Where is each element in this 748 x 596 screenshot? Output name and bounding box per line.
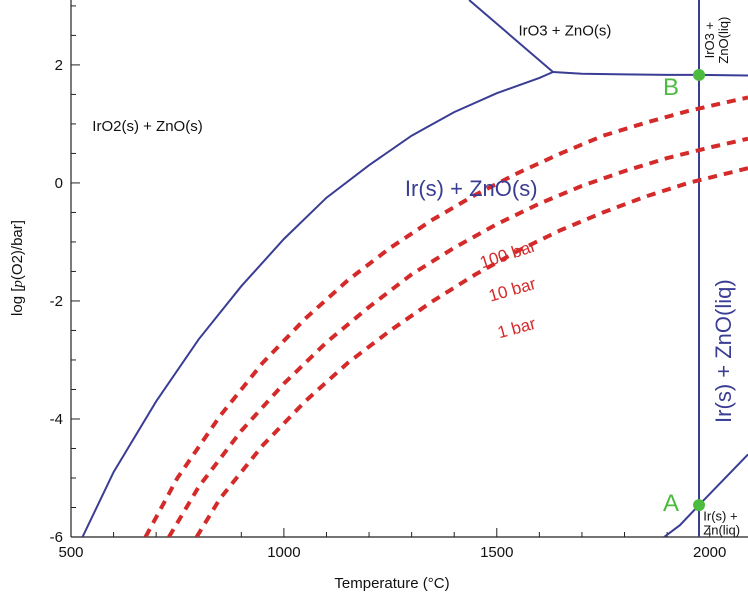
region-label: IrO3 + ZnO(s) — [518, 22, 611, 39]
y-tick-label: -4 — [50, 411, 63, 428]
stacked-region-label: IrO3 + ZnO(liq) — [702, 17, 731, 64]
invariant-point-label: B — [663, 74, 679, 101]
isobar-label: 10 bar — [487, 274, 539, 306]
y-tick-label: -6 — [50, 529, 63, 546]
phase-boundary-line — [81, 71, 554, 537]
stacked-label-line: ZnO(liq) — [716, 17, 731, 64]
x-tick-label: 500 — [58, 544, 83, 561]
stacked-label-line: IrO3 + — [702, 22, 717, 59]
x-tick-label: 1500 — [480, 544, 513, 561]
tick-labels: 500 1000 1500 2000 2 0 -2 -4 -6 — [50, 57, 727, 561]
invariant-point-label: A — [663, 490, 679, 517]
stacked-region-label: Ir(s) +Zn(liq) — [703, 508, 740, 537]
plot-frame — [70, 0, 748, 538]
tick-marks — [70, 5, 711, 538]
phase-boundary-line — [552, 71, 748, 77]
pressure-isobar-line — [167, 136, 748, 537]
stacked-label-line: Zn(liq) — [703, 522, 740, 537]
pressure-isobar-line — [143, 95, 748, 537]
y-tick-label: 0 — [55, 175, 63, 192]
x-tick-label: 1000 — [267, 544, 300, 561]
region-label: Ir(s) + ZnO(s) — [405, 176, 538, 201]
invariant-point-marker — [693, 68, 706, 81]
x-axis-title: Temperature (°C) — [334, 575, 449, 592]
y-axis-title: log [p(O2)/bar] — [9, 220, 26, 316]
y-tick-label: -2 — [50, 293, 63, 310]
region-label: IrO2(s) + ZnO(s) — [92, 118, 202, 135]
pressure-isobar-line — [194, 166, 748, 537]
stacked-label-line: Ir(s) + — [703, 508, 737, 523]
region-label: Ir(s) + ZnO(liq) — [711, 279, 736, 423]
x-tick-label: 2000 — [693, 544, 726, 561]
plot-lines — [81, 0, 748, 537]
isobar-label: 1 bar — [495, 314, 538, 342]
y-tick-label: 2 — [55, 57, 63, 74]
invariant-point-marker — [693, 499, 706, 512]
invariant-points: AB — [663, 68, 706, 517]
isobar-label: 100 bar — [477, 236, 538, 272]
phase-boundary-line — [663, 453, 748, 537]
phase-boundary-line — [468, 0, 554, 73]
